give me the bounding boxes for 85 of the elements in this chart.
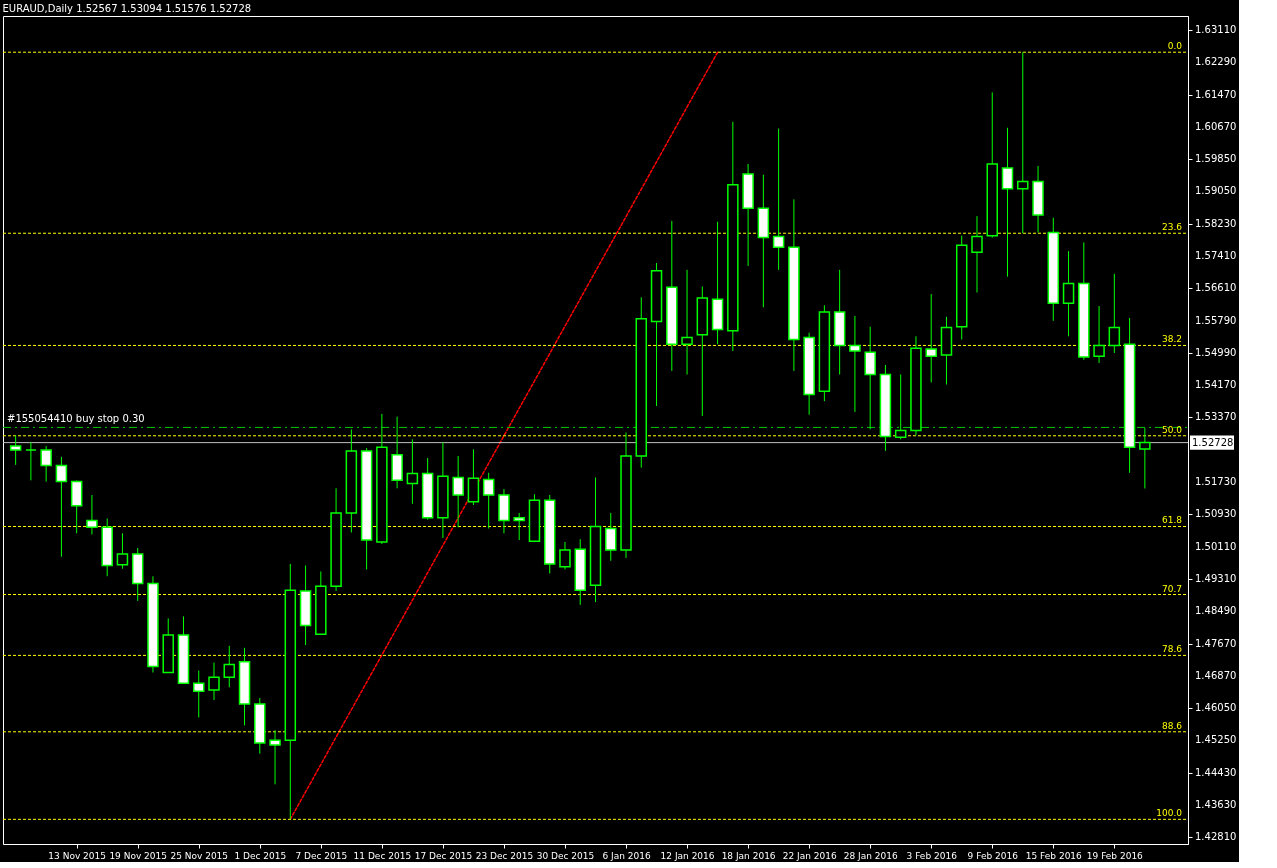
ref-line-label: 1.52728: [1192, 436, 1234, 448]
y-tick-label: 1.59850: [1195, 153, 1237, 165]
y-tick-label: 1.49310: [1195, 572, 1237, 584]
annotation: 0.0: [1167, 41, 1183, 52]
y-tick-label: 1.53370: [1195, 411, 1237, 423]
y-tick-label: 1.60670: [1195, 120, 1237, 132]
x-tick-label: 9 Feb 2016: [967, 850, 1019, 861]
candlestick: [605, 512, 617, 562]
annotation: 61.8: [1161, 515, 1183, 526]
candlestick: [681, 269, 693, 375]
y-tick-label: 1.43630: [1195, 798, 1237, 810]
candlestick: [513, 512, 525, 541]
ref-line-label: #155054410 buy stop 0.30: [7, 413, 145, 425]
y-tick-label: 1.46050: [1195, 702, 1237, 714]
y-tick-label: 1.54170: [1195, 379, 1237, 391]
candlestick: [772, 128, 785, 271]
annotation: 78.6: [1161, 644, 1183, 655]
x-tick-label: 7 Dec 2015: [295, 850, 348, 861]
candlestick: [40, 445, 52, 483]
candlestick: [1001, 127, 1014, 278]
x-tick-label: 19 Nov 2015: [109, 850, 168, 861]
x-tick-label: 28 Jan 2016: [843, 850, 898, 861]
x-tick-label: 12 Jan 2016: [660, 850, 715, 861]
x-tick-label: 30 Dec 2015: [536, 850, 595, 861]
candlestick: [406, 438, 419, 505]
candlestick: [849, 315, 861, 413]
candlestick: [864, 326, 876, 430]
candlestick: [452, 455, 464, 528]
x-tick-label: 22 Jan 2016: [782, 850, 837, 861]
x-tick-label: 6 Jan 2016: [602, 850, 651, 861]
candlestick: [208, 662, 220, 701]
candlestick: [9, 434, 22, 466]
chart-title: EURAUD,Daily 1.52567 1.53094 1.51576 1.52728: [2, 3, 252, 14]
y-tick-label: 1.51730: [1195, 476, 1237, 488]
x-tick-label: 1 Dec 2015: [234, 850, 287, 861]
y-tick-label: 1.61470: [1195, 88, 1237, 100]
y-tick-label: 1.58230: [1195, 217, 1237, 229]
x-tick-label: 19 Feb 2016: [1086, 850, 1144, 861]
candlestick: [467, 448, 480, 506]
candlestick: [971, 215, 983, 294]
y-tick-label: 1.46870: [1195, 669, 1237, 681]
candlestick: [86, 494, 98, 535]
x-tick-label: 25 Nov 2015: [170, 850, 229, 861]
annotation: 100.0: [1156, 808, 1183, 819]
candlestick: [25, 441, 37, 481]
candlestick: [559, 541, 571, 570]
x-tick-label: 17 Dec 2015: [414, 850, 473, 861]
y-tick-label: 1.50110: [1195, 540, 1237, 552]
y-tick-label: 1.56610: [1195, 282, 1237, 294]
x-tick-label: 13 Nov 2015: [48, 850, 106, 861]
annotation: 50.0: [1161, 424, 1183, 435]
y-tick-label: 1.62290: [1195, 56, 1237, 68]
candlestick: [55, 456, 68, 558]
candlestick: [925, 293, 937, 383]
x-tick-label: 3 Feb 2016: [906, 850, 958, 861]
y-tick-label: 1.45250: [1195, 734, 1237, 746]
y-tick-label: 1.48490: [1195, 605, 1237, 617]
candlestick: [1017, 51, 1029, 234]
annotation: 70.7: [1161, 583, 1182, 594]
y-tick-label: 1.44430: [1195, 766, 1237, 778]
y-tick-label: 1.54990: [1195, 346, 1237, 358]
y-tick-label: 1.47670: [1195, 637, 1237, 649]
x-tick-label: 23 Dec 2015: [475, 850, 534, 861]
candlestick: [269, 729, 281, 785]
y-tick-label: 1.63110: [1195, 23, 1237, 35]
annotation: 88.6: [1161, 720, 1183, 731]
candlestick: [1093, 305, 1105, 364]
y-tick-label: 1.57410: [1195, 250, 1237, 262]
annotation: 23.6: [1161, 222, 1183, 233]
y-tick-label: 1.42810: [1195, 831, 1237, 843]
candlestick: [1139, 427, 1151, 489]
y-tick-label: 1.59050: [1195, 185, 1237, 197]
x-tick-label: 11 Dec 2015: [353, 850, 412, 861]
x-tick-label: 18 Jan 2016: [721, 850, 776, 861]
candlestick: [116, 532, 129, 570]
candlestick: [223, 645, 236, 688]
candlestick: [1062, 250, 1075, 337]
x-tick-label: 15 Feb 2016: [1025, 850, 1083, 861]
candlestick: [1108, 273, 1121, 354]
y-tick-label: 1.50930: [1195, 508, 1237, 520]
candlestick: [482, 472, 495, 529]
candlestick: [193, 670, 205, 718]
candlestick: [894, 373, 907, 440]
annotation: 38.2: [1161, 334, 1182, 345]
y-tick-label: 1.55790: [1195, 314, 1237, 326]
